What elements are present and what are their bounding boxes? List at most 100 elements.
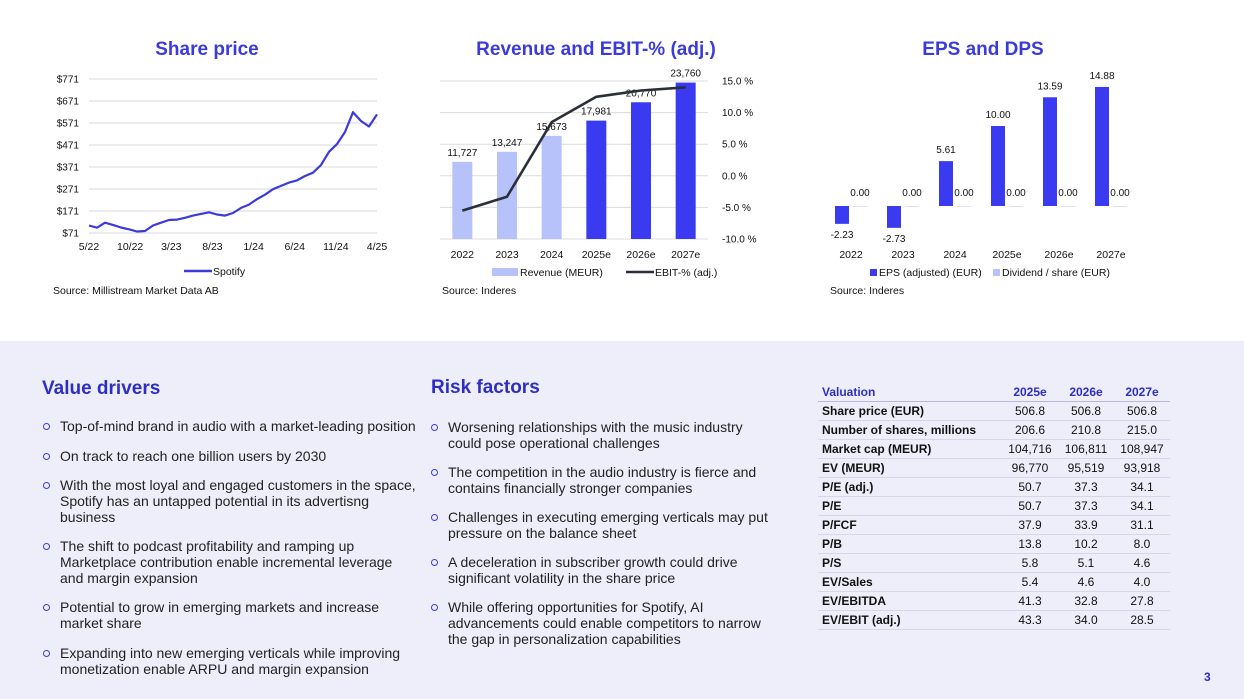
bar-label: 17,981 xyxy=(581,107,612,118)
column-header: 2025e xyxy=(1002,383,1058,402)
x-tick-label: 2027e xyxy=(671,249,700,261)
bar-dps-2027e xyxy=(1113,206,1127,207)
x-tick-label: 2027e xyxy=(1096,249,1125,261)
value-drivers-title: Value drivers xyxy=(42,378,161,399)
bar-label: 11,727 xyxy=(447,148,477,159)
bar-label-dps: 0.00 xyxy=(850,188,870,199)
list-item: A deceleration in subscriber growth coul… xyxy=(430,554,775,586)
bar-label-eps: 5.61 xyxy=(936,145,956,156)
share-price-source: Source: Millistream Market Data AB xyxy=(53,285,219,297)
legend-swatch-eps xyxy=(870,269,877,276)
table-row: EV (MEUR) 96,770 95,519 93,918 xyxy=(818,458,1170,478)
y-tick-label: $171 xyxy=(57,207,80,218)
x-tick-label: 11/24 xyxy=(323,241,349,253)
x-tick-label: 2025e xyxy=(992,249,1021,261)
table-cell: 215.0 xyxy=(1114,420,1170,440)
table-cell: 10.2 xyxy=(1058,534,1114,554)
y2-tick-label: 15.0 % xyxy=(722,77,753,88)
share-price-chart: $771 $671 $571 $471 $371 $271 $171 $715/22 10/22… xyxy=(57,75,388,279)
bar-label-dps: 0.00 xyxy=(1006,188,1026,199)
row-label: Number of shares, millions xyxy=(818,420,1002,440)
y-tick-label: $71 xyxy=(62,229,79,240)
bar-revenue-2027e xyxy=(675,82,696,239)
row-label: Market cap (MEUR) xyxy=(818,439,1002,459)
table-row: P/FCF 37.9 33.9 31.1 xyxy=(818,515,1170,535)
table-cell: 210.8 xyxy=(1058,420,1114,440)
list-item: Potential to grow in emerging markets an… xyxy=(42,599,417,631)
x-tick-label: 5/22 xyxy=(79,241,100,253)
bar-label-dps: 0.00 xyxy=(954,188,974,199)
table-cell: 27.8 xyxy=(1114,591,1170,611)
row-label: P/B xyxy=(818,534,1002,554)
eps-dps-title: EPS and DPS xyxy=(922,39,1044,60)
table-cell: 37.3 xyxy=(1058,496,1114,516)
y2-tick-label: 5.0 % xyxy=(722,140,748,151)
risk-factors-title: Risk factors xyxy=(431,377,540,398)
value-drivers-list: Top-of-mind brand in audio with a market… xyxy=(42,418,417,677)
x-tick-label: 2025e xyxy=(582,249,611,261)
y-tick-label: $471 xyxy=(57,141,80,152)
x-tick-label: 2024 xyxy=(540,249,564,261)
table-row: P/E (adj.) 50.7 37.3 34.1 xyxy=(818,477,1170,497)
valuation-header: Valuation xyxy=(818,383,1002,402)
table-row: EV/EBIT (adj.) 43.3 34.0 28.5 xyxy=(818,610,1170,630)
bar-dps-2024 xyxy=(957,206,971,207)
bar-label-dps: 0.00 xyxy=(902,188,922,199)
x-tick-label: 6/24 xyxy=(284,241,305,253)
x-tick-label: 10/22 xyxy=(117,241,143,253)
table-cell: 206.6 xyxy=(1002,420,1058,440)
table-cell: 37.9 xyxy=(1002,515,1058,535)
table-row: Number of shares, millions 206.6 210.8 215.… xyxy=(818,420,1170,440)
y2-tick-label: 0.0 % xyxy=(722,171,748,182)
bar-revenue-2025e xyxy=(586,120,607,239)
bar-label: 23,760 xyxy=(670,69,701,80)
x-tick-label: 2023 xyxy=(495,249,519,261)
x-tick-label: 2022 xyxy=(451,249,475,261)
x-tick-label: 2023 xyxy=(891,249,915,261)
table-cell: 506.8 xyxy=(1114,401,1170,421)
row-label: P/S xyxy=(818,553,1002,573)
table-cell: 13.8 xyxy=(1002,534,1058,554)
table-cell: 108,947 xyxy=(1114,439,1170,459)
column-header: 2026e xyxy=(1058,383,1114,402)
valuation-table: Valuation 2025e 2026e 2027e Share price … xyxy=(818,383,1170,630)
bar-revenue-2024 xyxy=(541,135,562,239)
list-item: The shift to podcast profitability and r… xyxy=(42,538,417,586)
revenue-ebit-title: Revenue and EBIT-% (adj.) xyxy=(476,39,716,60)
table-cell: 32.8 xyxy=(1058,591,1114,611)
table-row: EV/EBITDA 41.3 32.8 27.8 xyxy=(818,591,1170,611)
y-tick-label: $571 xyxy=(57,119,80,130)
bar-label-dps: 0.00 xyxy=(1058,188,1078,199)
bar-label-dps: 0.00 xyxy=(1110,188,1130,199)
list-item: On track to reach one billion users by 2… xyxy=(42,448,417,464)
legend-label-ebit: EBIT-% (adj.) xyxy=(655,267,717,279)
y-tick-label: $771 xyxy=(57,75,80,86)
row-label: EV (MEUR) xyxy=(818,458,1002,478)
list-item: Worsening relationships with the music i… xyxy=(430,419,775,451)
table-cell: 95,519 xyxy=(1058,458,1114,478)
table-cell: 28.5 xyxy=(1114,610,1170,630)
table-cell: 5.8 xyxy=(1002,553,1058,573)
y2-tick-label: -5.0 % xyxy=(722,203,751,214)
bar-dps-2026e xyxy=(1061,206,1075,207)
table-cell: 8.0 xyxy=(1114,534,1170,554)
y-tick-label: $671 xyxy=(57,97,80,108)
bar-eps-2026e xyxy=(1043,97,1057,206)
bar-dps-2025e xyxy=(1009,206,1023,207)
table-cell: 5.4 xyxy=(1002,572,1058,592)
row-label: P/FCF xyxy=(818,515,1002,535)
x-tick-label: 4/25 xyxy=(367,241,388,253)
table-cell: 31.1 xyxy=(1114,515,1170,535)
x-tick-label: 2026e xyxy=(626,249,655,261)
list-item: While offering opportunities for Spotify… xyxy=(430,599,775,647)
table-row: Market cap (MEUR) 104,716 106,811 108,947 xyxy=(818,439,1170,459)
table-row: P/B 13.8 10.2 8.0 xyxy=(818,534,1170,554)
bar-eps-2027e xyxy=(1095,86,1109,206)
bar-eps-2023 xyxy=(887,206,901,228)
legend-label-spotify: Spotify xyxy=(213,266,246,278)
bar-revenue-2022 xyxy=(452,161,473,239)
bar-dps-2022 xyxy=(853,206,867,207)
bar-label-eps: -2.23 xyxy=(831,230,854,241)
table-cell: 34.1 xyxy=(1114,477,1170,497)
row-label: Share price (EUR) xyxy=(818,401,1002,421)
